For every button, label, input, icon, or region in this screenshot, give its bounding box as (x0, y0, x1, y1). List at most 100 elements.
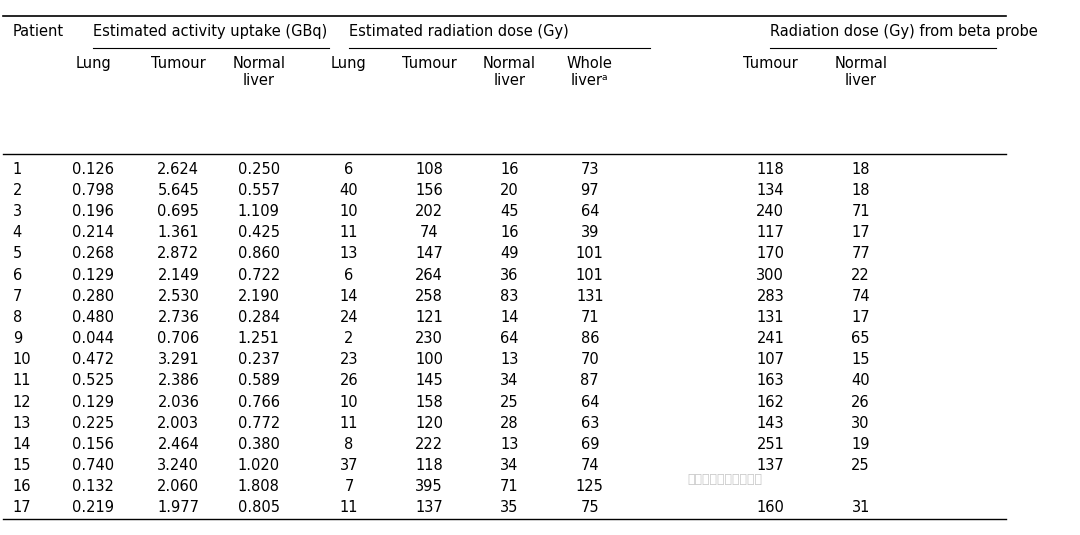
Text: 40: 40 (339, 183, 359, 198)
Text: 37: 37 (340, 458, 359, 473)
Text: 202: 202 (415, 204, 443, 219)
Text: 117: 117 (756, 225, 784, 240)
Text: 0.525: 0.525 (72, 373, 114, 388)
Text: 0.156: 0.156 (72, 437, 114, 452)
Text: 160: 160 (756, 500, 784, 515)
Text: 0.860: 0.860 (238, 246, 280, 261)
Text: 22: 22 (851, 268, 870, 282)
Text: 23: 23 (340, 352, 359, 367)
Text: 17: 17 (851, 225, 870, 240)
Text: 39: 39 (581, 225, 599, 240)
Text: 71: 71 (580, 310, 599, 325)
Text: 0.380: 0.380 (238, 437, 280, 452)
Text: 0.225: 0.225 (72, 416, 114, 431)
Text: 40: 40 (851, 373, 870, 388)
Text: 74: 74 (420, 225, 438, 240)
Text: Estimated activity uptake (GBq): Estimated activity uptake (GBq) (93, 24, 327, 39)
Text: 70: 70 (580, 352, 599, 367)
Text: 0.268: 0.268 (72, 246, 114, 261)
Text: 13: 13 (13, 416, 31, 431)
Text: 17: 17 (851, 310, 870, 325)
Text: 13: 13 (500, 352, 518, 367)
Text: 64: 64 (581, 395, 599, 410)
Text: 0.250: 0.250 (238, 162, 280, 177)
Text: 28: 28 (500, 416, 518, 431)
Text: 162: 162 (756, 395, 784, 410)
Text: 121: 121 (416, 310, 443, 325)
Text: Estimated radiation dose (Gy): Estimated radiation dose (Gy) (349, 24, 569, 39)
Text: 6: 6 (345, 268, 353, 282)
Text: 0.284: 0.284 (238, 310, 280, 325)
Text: 15: 15 (13, 458, 31, 473)
Text: 120: 120 (415, 416, 443, 431)
Text: Normal
liver: Normal liver (232, 56, 285, 88)
Text: 69: 69 (581, 437, 599, 452)
Text: 0.237: 0.237 (238, 352, 280, 367)
Text: 10: 10 (13, 352, 31, 367)
Text: 17: 17 (13, 500, 31, 515)
Text: 71: 71 (500, 479, 518, 494)
Text: 3.240: 3.240 (158, 458, 200, 473)
Text: 5.645: 5.645 (158, 183, 199, 198)
Text: 158: 158 (416, 395, 443, 410)
Text: 2.003: 2.003 (158, 416, 200, 431)
Text: 0.805: 0.805 (238, 500, 280, 515)
Text: 3.291: 3.291 (158, 352, 199, 367)
Text: 87: 87 (580, 373, 599, 388)
Text: 0.214: 0.214 (72, 225, 114, 240)
Text: 1.361: 1.361 (158, 225, 199, 240)
Text: 12: 12 (13, 395, 31, 410)
Text: 74: 74 (851, 289, 870, 304)
Text: 75: 75 (580, 500, 599, 515)
Text: 2.386: 2.386 (158, 373, 199, 388)
Text: 131: 131 (757, 310, 784, 325)
Text: 251: 251 (756, 437, 784, 452)
Text: 65: 65 (851, 331, 869, 346)
Text: Patient: Patient (13, 24, 64, 39)
Text: Whole
liverᵃ: Whole liverᵃ (567, 56, 612, 88)
Text: 16: 16 (500, 162, 518, 177)
Text: 2.036: 2.036 (158, 395, 200, 410)
Text: Normal
liver: Normal liver (834, 56, 887, 88)
Text: 14: 14 (13, 437, 31, 452)
Text: 34: 34 (500, 373, 518, 388)
Text: 2.736: 2.736 (158, 310, 200, 325)
Text: 14: 14 (500, 310, 518, 325)
Text: 0.722: 0.722 (238, 268, 280, 282)
Text: 2.149: 2.149 (158, 268, 200, 282)
Text: 134: 134 (757, 183, 784, 198)
Text: 83: 83 (500, 289, 518, 304)
Text: 2: 2 (345, 331, 353, 346)
Text: 0.126: 0.126 (72, 162, 114, 177)
Text: Tumour: Tumour (151, 56, 206, 71)
Text: 108: 108 (416, 162, 443, 177)
Text: 7: 7 (13, 289, 23, 304)
Text: 300: 300 (756, 268, 784, 282)
Text: 0.129: 0.129 (72, 395, 114, 410)
Text: Radiation dose (Gy) from beta probe: Radiation dose (Gy) from beta probe (770, 24, 1038, 39)
Text: 36: 36 (500, 268, 518, 282)
Text: 7: 7 (345, 479, 353, 494)
Text: 9: 9 (13, 331, 22, 346)
Text: 101: 101 (576, 246, 604, 261)
Text: 0.044: 0.044 (72, 331, 114, 346)
Text: 30: 30 (851, 416, 869, 431)
Text: 64: 64 (581, 204, 599, 219)
Text: 10: 10 (339, 204, 359, 219)
Text: 71: 71 (851, 204, 870, 219)
Text: 240: 240 (756, 204, 784, 219)
Text: 101: 101 (576, 268, 604, 282)
Text: 14: 14 (340, 289, 359, 304)
Text: Tumour: Tumour (402, 56, 457, 71)
Text: Lung: Lung (332, 56, 367, 71)
Text: 4: 4 (13, 225, 22, 240)
Text: 2.060: 2.060 (158, 479, 200, 494)
Text: 0.219: 0.219 (72, 500, 114, 515)
Text: 8: 8 (13, 310, 22, 325)
Text: 15: 15 (851, 352, 869, 367)
Text: 0.695: 0.695 (158, 204, 200, 219)
Text: 2.530: 2.530 (158, 289, 200, 304)
Text: 20: 20 (500, 183, 518, 198)
Text: 31: 31 (851, 500, 869, 515)
Text: 222: 222 (415, 437, 443, 452)
